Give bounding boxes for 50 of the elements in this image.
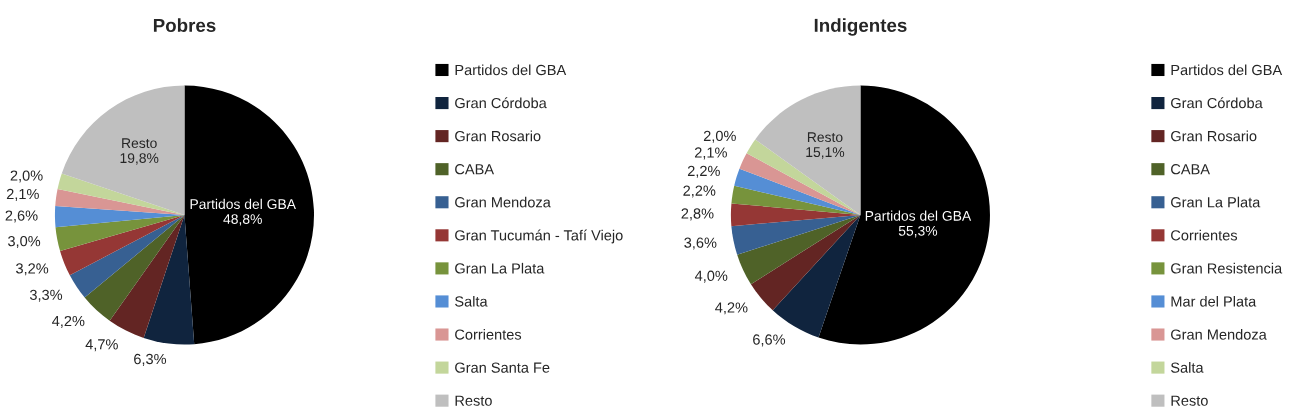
data-label: 3,3% <box>29 289 63 302</box>
legend-label: Salta <box>455 295 488 307</box>
data-label: 3,6% <box>684 237 717 250</box>
data-label: 2,0% <box>10 170 43 183</box>
data-label: 4,0% <box>694 270 728 283</box>
legend-label: Corrientes <box>455 328 522 340</box>
data-label: 4,2% <box>715 302 748 315</box>
legend-label: Mar del Plata <box>1171 295 1257 307</box>
data-label: 4,7% <box>85 339 118 352</box>
slice-label: Partidos del GBA <box>190 198 296 210</box>
slice-label: Partidos del GBA <box>865 210 972 221</box>
data-label: 6,6% <box>753 334 786 347</box>
data-label: 48,8% <box>223 214 262 226</box>
legend-label: Gran Mendoza <box>455 196 551 208</box>
data-label: 2,2% <box>687 165 720 178</box>
legend-label: Resto <box>1171 395 1208 406</box>
legend-label: Gran Tucumán - Tafí Viejo <box>455 229 623 244</box>
chart-title: Indigentes <box>814 18 907 36</box>
data-label: 2,6% <box>5 210 38 223</box>
chart-title: Pobres <box>153 18 216 33</box>
legend-label: Resto <box>455 395 492 406</box>
legend-label: Gran Rosario <box>1171 130 1257 142</box>
data-label: 4,2% <box>52 315 85 328</box>
legend-label: Gran Resistencia <box>1171 262 1283 274</box>
legend-label: Gran Córdoba <box>1171 97 1263 109</box>
data-label: 3,0% <box>8 235 41 249</box>
data-label: 3,2% <box>16 263 49 276</box>
legend-label: Partidos del GBA <box>1171 64 1283 76</box>
legend-label: Gran Mendoza <box>1171 328 1267 340</box>
legend-label: Gran Córdoba <box>455 97 547 109</box>
data-label: 2,2% <box>683 185 716 198</box>
slice-label: Resto <box>807 132 843 143</box>
data-label: 15,1% <box>806 147 845 159</box>
legend-label: Salta <box>1170 362 1204 373</box>
legend-label: CABA <box>1171 164 1210 175</box>
legend-label: Gran La Plata <box>1171 196 1261 208</box>
legend-label: Partidos del GBA <box>455 64 567 76</box>
data-label: 2,8% <box>681 208 714 221</box>
data-label: 2,0% <box>703 130 736 143</box>
legend-label: CABA <box>455 164 495 175</box>
slice-label: Resto <box>122 138 157 149</box>
legend-label: Gran Santa Fe <box>455 362 550 373</box>
legend-label: Gran Rosario <box>455 130 541 142</box>
data-label: 2,1% <box>6 188 39 201</box>
data-label: 6,3% <box>134 353 167 366</box>
data-label: 19,8% <box>120 153 159 165</box>
data-label: 55,3% <box>898 225 938 238</box>
legend-label: Gran La Plata <box>455 262 545 274</box>
data-label: 2,1% <box>694 147 727 160</box>
legend-label: Corrientes <box>1171 229 1238 241</box>
